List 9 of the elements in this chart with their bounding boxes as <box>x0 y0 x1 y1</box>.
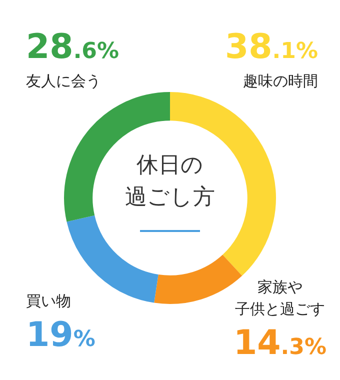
data-label: 38.1% <box>224 27 318 67</box>
text: 休日の過ごし方 <box>124 152 216 212</box>
slice-label: 買い物 <box>26 292 71 310</box>
data-label: 14.3% <box>233 323 327 363</box>
data-label: 19% <box>26 315 96 355</box>
slice-label: 家族や子供と過ごす <box>235 278 325 318</box>
slice-label: 友人に会う <box>26 72 101 90</box>
data-label: 28.6% <box>26 27 120 67</box>
slice-label: 趣味の時間 <box>243 72 318 90</box>
